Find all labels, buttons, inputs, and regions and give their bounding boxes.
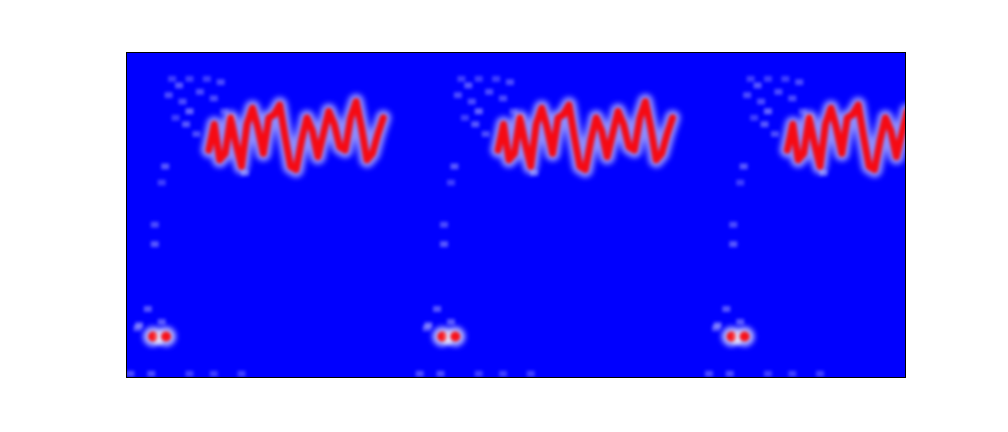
heatmap-trace [783,101,905,174]
heatmap-cell [237,370,246,377]
heatmap-cell [150,221,159,228]
heatmap-cell [147,370,156,377]
heatmap-cell [453,92,462,99]
heatmap-cell [770,131,779,137]
heatmap-cell [161,163,170,170]
heatmap-blob [161,331,172,342]
heatmap-cell [182,121,190,128]
heatmap-cell [509,108,518,115]
heatmap-cell [133,325,142,332]
heatmap-plot-area [126,52,906,378]
heatmap-cell [127,370,135,377]
heatmap-cell [816,370,825,377]
heatmap-cell [764,75,772,82]
heatmap-trace [205,98,387,174]
heatmap-cell [440,241,449,248]
heatmap-cell [178,98,187,105]
heatmap-trace [494,98,677,174]
heatmap-cell [736,179,745,186]
heatmap-cell [729,241,738,248]
heatmap-cell [202,75,211,82]
heatmap-cell [209,95,218,102]
heatmap-blob [726,331,737,342]
heatmap-cell [185,370,194,377]
heatmap-cell [750,114,759,121]
heatmap-background [127,53,905,377]
heatmap-cell [175,82,184,89]
heatmap-cell [725,370,734,377]
heatmap-cell [505,79,514,86]
heatmap-repeat-1 [127,75,392,377]
heatmap-cell [736,318,745,325]
heatmap-cell [485,88,494,95]
heatmap-cell [788,370,797,377]
heatmap-cell [460,114,469,121]
heatmap-blob [739,331,750,342]
heatmap-repeat-2 [415,75,681,377]
heatmap-cell [474,75,483,82]
heatmap-cell [171,114,180,121]
heatmap-cell [743,92,752,99]
heatmap-cell [713,322,722,329]
heatmap-cell [795,79,804,86]
heatmap-cell [499,370,508,377]
heatmap-cell [471,121,480,128]
heatmap-cell [753,82,762,89]
heatmap-cell [474,108,483,115]
heatmap-cell [474,370,483,377]
heatmap-cell [757,98,766,105]
heatmap-cell [440,221,449,228]
heatmap-cell [499,95,508,102]
heatmap-cell [157,179,166,186]
heatmap-cell [711,325,720,332]
heatmap-cell [481,131,490,137]
heatmap-cell [168,75,177,82]
heatmap-cell [722,305,731,312]
heatmap-cell [446,318,455,325]
heatmap-cell [185,75,194,82]
heatmap-cell [150,241,159,248]
heatmap-cell [467,98,476,105]
heatmap-cell [192,131,201,137]
heatmap-blob [450,331,461,342]
heatmap-cell [436,370,445,377]
heatmap-canvas [127,53,905,377]
heatmap-blob [148,331,159,342]
heatmap-cell [760,121,769,128]
heatmap-cell [704,370,713,377]
heatmap-cell [798,108,807,115]
heatmap-cell [492,75,501,82]
heatmap-cell [774,88,783,95]
heatmap-cell [464,82,473,89]
heatmap-repeat-3 [704,75,905,377]
heatmap-cell [216,79,225,86]
heatmap-cell [457,75,466,82]
heatmap-cell [195,88,204,95]
heatmap-cell [739,163,748,170]
heatmap-cell [424,322,433,329]
heatmap-cell [415,370,424,377]
heatmap-cell [526,370,535,377]
heatmap-cell [164,92,173,99]
heatmap-cell [788,95,797,102]
heatmap-cell [764,108,772,115]
heatmap-cell [450,163,459,170]
heatmap-cell [209,370,218,377]
heatmap-cell [764,370,772,377]
heatmap-blob [437,331,448,342]
heatmap-cell [781,75,790,82]
heatmap-cell [185,108,194,115]
heatmap-cell [422,325,431,332]
heatmap-cell [746,75,755,82]
heatmap-cell [143,305,152,312]
heatmap-cell [157,318,166,325]
heatmap-cell [729,221,738,228]
heatmap-cell [220,108,229,115]
heatmap-cell [446,179,455,186]
heatmap-cell [135,322,144,329]
heatmap-cell [433,305,442,312]
